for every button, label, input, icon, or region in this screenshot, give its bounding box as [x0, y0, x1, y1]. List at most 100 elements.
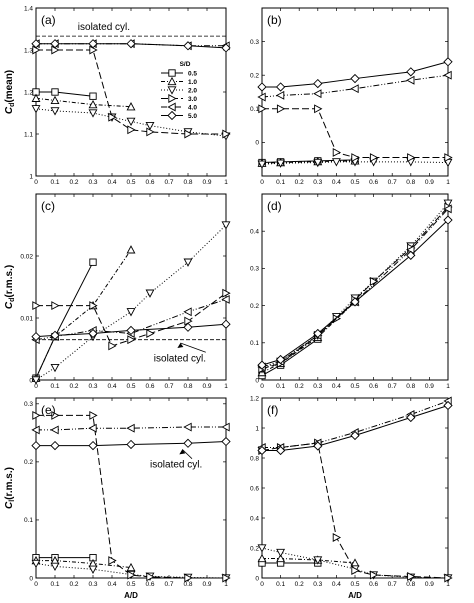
panel-b: 0 0.1 0.2 0.3 0.4 0.5 0.6 0.7 0.8 0.9 1 0 0.1 0.2 0.3 (…	[250, 7, 453, 186]
x-tick-label: 0.1	[50, 581, 59, 588]
arrow-line	[180, 342, 206, 353]
data-point-3.0	[32, 410, 41, 420]
data-point-5.0	[50, 39, 60, 49]
data-point-3.0	[108, 556, 117, 566]
x-tick-label: 0.7	[164, 581, 173, 588]
x-tick-label: 0.3	[88, 581, 97, 588]
data-point-3.0	[332, 533, 342, 542]
data-point-4.0	[313, 89, 322, 99]
x-tick-label: 0.5	[126, 581, 135, 588]
data-point-2.0	[276, 548, 286, 558]
data-point-3.0	[407, 572, 416, 581]
panel-c: 0 0.1 0.2 0.3 0.4 0.5 0.6 0.7 0.8 0.9 1 0 0.01 0.02 is…	[4, 193, 231, 390]
y-tick-label: 0.4	[250, 229, 259, 236]
data-point-3.0	[51, 301, 60, 311]
data-point-4.0	[443, 70, 452, 80]
data-point-4.0	[126, 423, 135, 433]
series-line-1.0	[262, 558, 356, 564]
x-tick-label: 0.5	[126, 383, 135, 390]
data-point-5.0	[50, 440, 60, 451]
x-tick-label: 0.4	[107, 383, 116, 390]
data-point-2.0	[88, 565, 98, 574]
y-axis-label: Cd(r.m.s.)	[4, 265, 16, 309]
data-point-4.0	[183, 422, 192, 432]
y-tick-label: 0.6	[250, 485, 259, 492]
x-tick-label: 0.2	[69, 383, 78, 390]
data-point-2.0	[31, 105, 41, 114]
x-tick-label: 0.1	[50, 383, 59, 390]
panel-label: (d)	[267, 199, 282, 213]
data-point-3.0	[184, 129, 193, 139]
series-line-3.0	[36, 292, 227, 347]
data-point-2.0	[221, 221, 231, 230]
x-tick-label: 0.6	[145, 383, 154, 390]
x-tick-label: 0.4	[332, 179, 341, 186]
x-tick-label: 0.1	[276, 383, 285, 390]
data-point-3.0	[369, 153, 379, 162]
data-point-2.0	[31, 376, 41, 385]
x-tick-label: 0.8	[406, 581, 415, 588]
y-tick-label: 0	[29, 377, 33, 384]
data-point-1.0	[50, 95, 60, 105]
data-point-2.0	[257, 160, 267, 169]
x-tick-label: 0.3	[313, 179, 322, 186]
series-line-0.5	[35, 261, 94, 379]
data-point-5.0	[31, 39, 41, 49]
data-point-5.0	[350, 73, 360, 84]
x-tick-label: 0.3	[88, 179, 97, 186]
x-tick-label: 1	[446, 383, 450, 390]
series-line-4.0	[261, 208, 449, 368]
data-point-2.0	[183, 258, 193, 267]
data-point-4.0	[406, 75, 415, 85]
y-tick-label: 0.3	[250, 266, 259, 273]
data-point-3.0	[444, 573, 453, 583]
data-point-3.0	[369, 570, 379, 580]
data-point-5.0	[257, 82, 267, 92]
panel-label: (e)	[41, 403, 56, 417]
legend-marker-3.0	[168, 94, 177, 103]
x-tick-label: 0.9	[425, 179, 434, 186]
data-point-4.0	[350, 84, 359, 94]
data-point-3.0	[51, 410, 60, 420]
data-point-5.0	[350, 297, 360, 307]
data-point-3.0	[108, 112, 117, 122]
data-point-3.0	[222, 288, 231, 298]
data-point-3.0	[332, 148, 342, 157]
data-point-2.0	[50, 107, 60, 116]
x-tick-label: 0	[260, 179, 264, 186]
data-point-5.0	[88, 39, 98, 49]
data-point-0.5	[89, 258, 97, 266]
data-point-4.0	[221, 422, 230, 432]
reference-label: isolated cyl.	[154, 353, 206, 364]
x-tick-label: 0.7	[388, 383, 397, 390]
data-point-5.0	[183, 438, 193, 448]
panel-label: (a)	[41, 13, 56, 27]
x-tick-label: 1	[446, 179, 450, 186]
data-point-5.0	[313, 328, 323, 339]
legend-marker-1.0	[167, 76, 177, 86]
series-line-0.5	[261, 338, 319, 376]
data-point-5.0	[313, 441, 323, 451]
data-point-5.0	[406, 412, 416, 423]
x-tick-label: 0.9	[202, 581, 211, 588]
data-point-3.0	[89, 410, 98, 420]
data-point-4.0	[31, 425, 40, 435]
panel-a: 0 0.1 0.2 0.3 0.4 0.5 0.6 0.7 0.8 0.9 1 1 1.1 1.2 1.3 1…	[4, 5, 231, 186]
y-tick-label: 1.2	[250, 395, 259, 402]
plot-frame	[261, 397, 449, 579]
data-point-5.0	[257, 445, 267, 456]
x-tick-label: 0.6	[369, 383, 378, 390]
x-tick-label: 0.7	[164, 383, 173, 390]
data-point-5.0	[443, 400, 453, 411]
data-point-3.0	[407, 153, 416, 162]
data-point-3.0	[184, 573, 193, 583]
x-tick-label: 0.2	[69, 179, 78, 186]
legend-entry-1.0: 1.0	[188, 79, 197, 86]
data-point-3.0	[276, 104, 286, 114]
data-point-3.0	[314, 104, 323, 114]
data-point-2.0	[331, 158, 341, 167]
data-point-5.0	[313, 78, 323, 89]
data-point-3.0	[51, 45, 60, 55]
data-point-4.0	[443, 204, 452, 214]
data-point-3.0	[222, 129, 231, 139]
